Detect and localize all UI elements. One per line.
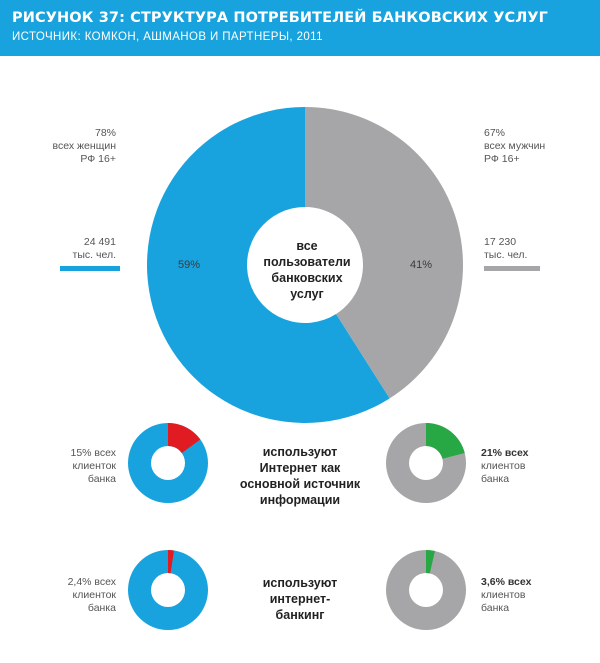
- row1-center-line-3: основной источник: [239, 477, 361, 491]
- row1-center-line-1: используют: [262, 445, 338, 459]
- row2-right-label: 3,6% всех клиентов банка: [481, 576, 581, 615]
- women-internet-banking-slice: [168, 550, 175, 574]
- row2-left-line-3: банка: [87, 602, 116, 614]
- main-center-label: все пользователи банковских услуг: [247, 238, 367, 302]
- slice-label-men: 41%: [409, 259, 433, 271]
- row1-center-label: используют Интернет как основной источни…: [230, 444, 370, 508]
- row2-right-line-2: клиентов: [481, 589, 526, 601]
- center-line-2: пользователи: [263, 255, 351, 269]
- women-count: 24 491: [83, 236, 116, 248]
- row2-right-line-3: банка: [481, 602, 510, 614]
- figure-source: ИСТОЧНИК: КОМКОН, АШМАНОВ И ПАРТНЕРЫ, 20…: [12, 31, 323, 43]
- row1-left-line-2: клиенток: [72, 460, 116, 472]
- center-line-3: банковских: [271, 271, 343, 285]
- row2-left-line-1: 2,4% всех: [67, 576, 116, 588]
- row1-right-line-2: клиентов: [481, 460, 526, 472]
- men-internet-info-slice: [426, 423, 465, 459]
- women-share-desc-2: РФ 16+: [80, 153, 116, 165]
- row1-left-line-1: 15% всех: [70, 447, 116, 459]
- women-internet-banking-donut: [128, 550, 208, 630]
- row2-center-line-3: банкинг: [275, 608, 325, 622]
- row2-right-line-1: 3,6% всех: [481, 576, 532, 588]
- row2-center-line-1: используют: [262, 576, 338, 590]
- men-share-text: 67% всех мужчин РФ 16+: [484, 127, 584, 166]
- main-donut-women-slice: [147, 107, 390, 424]
- row2-left-label: 2,4% всех клиенток банка: [28, 576, 116, 615]
- women-count-unit: тыс. чел.: [72, 249, 116, 261]
- men-share-desc: всех мужчин: [484, 140, 546, 152]
- men-legend-bar: [484, 266, 540, 271]
- main-donut-men-slice: [305, 107, 464, 399]
- row2-center-line-2: интернет-: [269, 592, 331, 606]
- women-count-text: 24 491 тыс. чел.: [20, 236, 116, 262]
- men-internet-banking-donut: [386, 550, 466, 630]
- women-share-text: 78% всех женщин РФ 16+: [20, 127, 116, 166]
- figure-header: РИСУНОК 37: СТРУКТУРА ПОТРЕБИТЕЛЕЙ БАНКО…: [0, 0, 600, 56]
- center-line-1: все: [296, 239, 318, 253]
- women-share-desc: всех женщин: [52, 140, 116, 152]
- row1-right-line-3: банка: [481, 473, 510, 485]
- men-share-pct: 67%: [484, 127, 506, 139]
- row1-center-line-4: информации: [259, 493, 341, 507]
- women-legend-bar: [60, 266, 120, 271]
- men-share-desc-2: РФ 16+: [484, 153, 520, 165]
- row2-center-label: используют интернет- банкинг: [235, 575, 365, 623]
- row1-right-line-1: 21% всех: [481, 447, 529, 459]
- row1-center-line-2: Интернет как: [259, 461, 341, 475]
- men-count-unit: тыс. чел.: [484, 249, 528, 261]
- figure-title: РИСУНОК 37: СТРУКТУРА ПОТРЕБИТЕЛЕЙ БАНКО…: [12, 10, 549, 26]
- women-internet-info-slice: [168, 423, 201, 454]
- row2-left-line-2: клиенток: [72, 589, 116, 601]
- women-share-pct: 78%: [94, 127, 116, 139]
- men-count: 17 230: [484, 236, 517, 248]
- center-line-4: услуг: [290, 287, 324, 301]
- men-count-text: 17 230 тыс. чел.: [484, 236, 584, 262]
- row1-right-label: 21% всех клиентов банка: [481, 447, 581, 486]
- slice-label-women: 59%: [177, 259, 201, 271]
- row1-left-line-3: банка: [87, 473, 116, 485]
- row1-left-label: 15% всех клиенток банка: [28, 447, 116, 486]
- men-internet-banking-slice: [426, 550, 435, 574]
